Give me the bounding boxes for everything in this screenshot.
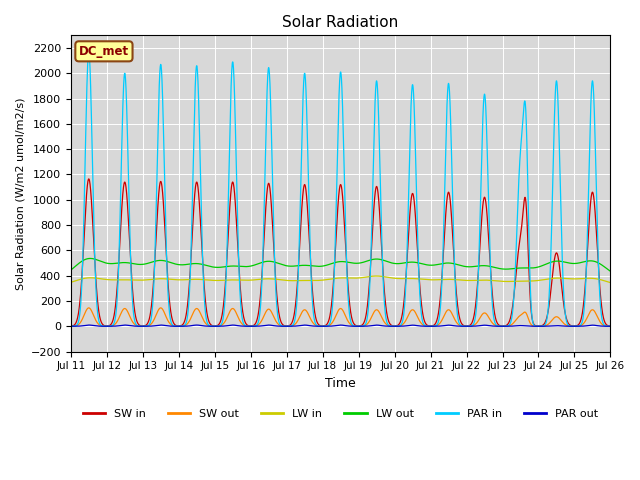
SW out: [607, 324, 614, 329]
PAR out: [607, 324, 614, 329]
SW in: [492, 317, 500, 323]
LW out: [164, 259, 172, 264]
PAR out: [492, 324, 500, 329]
PAR in: [492, 322, 500, 328]
Y-axis label: Solar Radiation (W/m2 umol/m2/s): Solar Radiation (W/m2 umol/m2/s): [15, 97, 25, 289]
Line: LW out: LW out: [71, 258, 611, 271]
SW out: [606, 324, 614, 329]
PAR in: [606, 324, 614, 329]
SW out: [461, 324, 469, 329]
X-axis label: Time: Time: [325, 377, 356, 390]
LW out: [492, 265, 500, 271]
PAR in: [607, 324, 614, 329]
PAR out: [164, 323, 172, 329]
SW in: [67, 323, 75, 329]
LW out: [432, 262, 440, 268]
PAR out: [432, 324, 440, 329]
Text: DC_met: DC_met: [79, 45, 129, 58]
SW out: [321, 324, 328, 329]
SW in: [164, 278, 172, 284]
SW out: [492, 323, 500, 328]
SW in: [461, 323, 469, 329]
Line: PAR in: PAR in: [71, 52, 611, 326]
PAR in: [321, 324, 328, 329]
LW out: [607, 268, 614, 274]
SW in: [432, 320, 440, 326]
SW in: [607, 323, 614, 329]
LW out: [606, 268, 614, 274]
LW out: [86, 255, 94, 261]
PAR in: [461, 324, 469, 329]
LW in: [492, 278, 500, 284]
LW out: [461, 264, 469, 269]
Legend: SW in, SW out, LW in, LW out, PAR in, PAR out: SW in, SW out, LW in, LW out, PAR in, PA…: [78, 405, 603, 423]
LW out: [67, 267, 75, 273]
LW in: [606, 279, 614, 285]
PAR out: [321, 324, 328, 329]
LW in: [432, 277, 440, 283]
Line: LW in: LW in: [71, 276, 611, 283]
PAR in: [67, 324, 75, 329]
SW in: [321, 323, 328, 329]
SW out: [85, 305, 93, 311]
LW in: [372, 273, 380, 279]
Line: SW in: SW in: [71, 179, 611, 326]
LW in: [67, 279, 75, 285]
SW out: [164, 318, 172, 324]
PAR out: [85, 322, 93, 328]
SW out: [432, 323, 440, 329]
LW in: [461, 277, 469, 283]
PAR in: [432, 323, 440, 329]
LW in: [607, 280, 614, 286]
LW in: [164, 276, 172, 282]
PAR in: [85, 49, 93, 55]
Line: SW out: SW out: [71, 308, 611, 326]
PAR out: [67, 324, 75, 329]
PAR in: [164, 287, 172, 293]
SW out: [67, 324, 75, 329]
PAR out: [606, 324, 614, 329]
Line: PAR out: PAR out: [71, 325, 611, 326]
SW in: [606, 323, 614, 329]
LW out: [321, 263, 328, 269]
Title: Solar Radiation: Solar Radiation: [282, 15, 399, 30]
PAR out: [461, 324, 469, 329]
LW in: [321, 277, 328, 283]
SW in: [85, 176, 93, 182]
